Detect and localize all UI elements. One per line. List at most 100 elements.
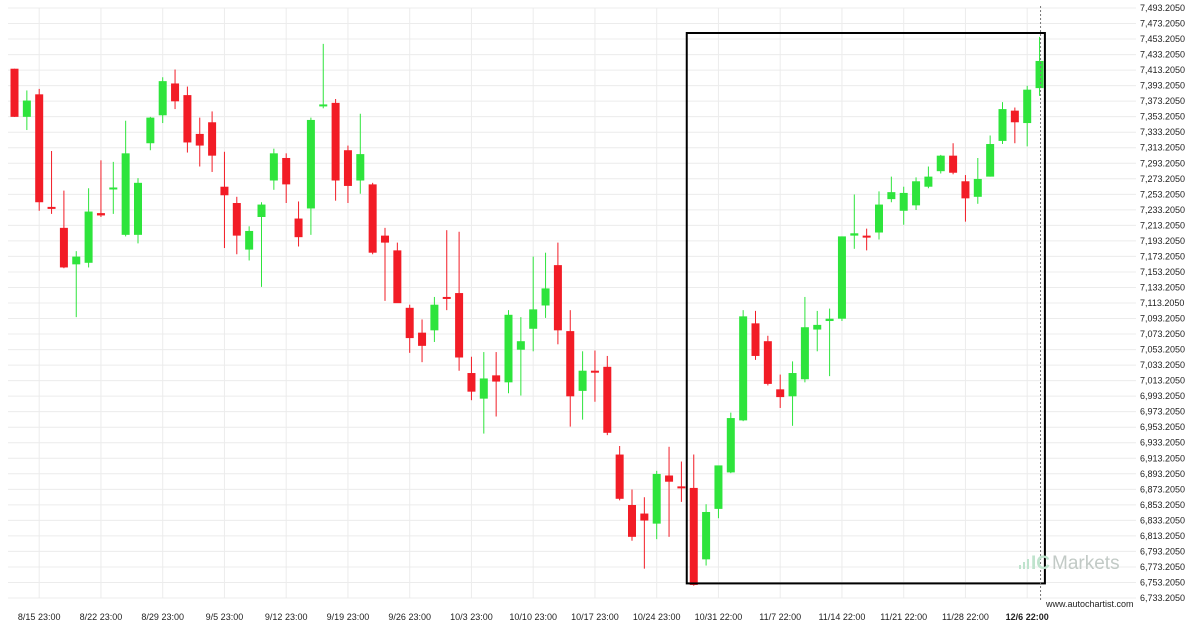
candle xyxy=(788,361,797,426)
candle xyxy=(504,310,513,394)
y-tick-label: 7,193.2050 xyxy=(1140,236,1185,246)
x-tick-label: 9/19 23:00 xyxy=(327,612,370,622)
y-tick-label: 7,313.2050 xyxy=(1140,143,1185,153)
candle xyxy=(467,356,476,401)
candle-body xyxy=(603,366,612,433)
candle xyxy=(72,251,81,318)
candle-body xyxy=(232,203,241,236)
candle-body xyxy=(319,104,328,107)
candle xyxy=(381,227,389,301)
candle xyxy=(714,465,723,519)
candle xyxy=(418,319,427,363)
x-tick-label: 10/17 23:00 xyxy=(571,612,619,622)
y-tick-label: 7,033.2050 xyxy=(1140,360,1185,370)
candle-body xyxy=(430,304,439,331)
candle-body xyxy=(837,236,846,319)
candle-body xyxy=(245,230,254,250)
candle xyxy=(96,160,105,217)
x-tick-label: 9/26 23:00 xyxy=(388,612,431,622)
candle-body xyxy=(10,68,19,117)
candle-body xyxy=(1035,60,1044,89)
candle-body xyxy=(59,227,68,268)
candle-body xyxy=(590,370,599,373)
candle-body xyxy=(800,327,809,380)
candle xyxy=(171,69,180,110)
candle xyxy=(232,196,241,255)
candle-body xyxy=(84,211,93,263)
y-tick-label: 6,733.2050 xyxy=(1140,593,1185,603)
candle xyxy=(10,68,19,117)
candle xyxy=(875,191,883,240)
candle-body xyxy=(825,318,834,322)
candle-body xyxy=(96,213,105,216)
candle xyxy=(146,116,155,151)
candle xyxy=(986,135,995,177)
candle-body xyxy=(751,323,760,356)
candle xyxy=(442,230,451,311)
candle xyxy=(455,231,464,371)
candle-body xyxy=(479,378,488,399)
candle-body xyxy=(862,235,871,238)
candle xyxy=(739,310,748,422)
candle xyxy=(677,461,686,502)
candles xyxy=(10,36,1044,586)
y-tick-label: 7,293.2050 xyxy=(1140,158,1185,168)
candle-body xyxy=(381,235,389,243)
candle xyxy=(282,153,291,204)
candle-body xyxy=(418,332,427,346)
candle xyxy=(566,310,575,427)
candle xyxy=(134,178,142,244)
candle-body xyxy=(1023,89,1032,124)
candle-body xyxy=(529,309,538,329)
y-tick-label: 7,453.2050 xyxy=(1140,34,1185,44)
x-tick-label: 9/5 23:00 xyxy=(206,612,244,622)
y-tick-label: 6,793.2050 xyxy=(1140,546,1185,556)
candle xyxy=(109,161,118,214)
candle-body xyxy=(356,154,365,181)
candle-body xyxy=(294,218,303,238)
y-tick-label: 6,873.2050 xyxy=(1140,484,1185,494)
source-url: www.autochartist.com xyxy=(1045,599,1134,609)
candle-body xyxy=(35,94,44,203)
candle-body xyxy=(578,370,587,391)
candle xyxy=(84,188,93,268)
candle xyxy=(208,111,217,172)
y-tick-label: 7,253.2050 xyxy=(1140,189,1185,199)
x-tick-label: 11/21 22:00 xyxy=(880,612,927,622)
candle-body xyxy=(652,473,661,524)
candle xyxy=(578,351,587,420)
candle-body xyxy=(986,144,995,177)
candle-body xyxy=(282,157,291,185)
candle xyxy=(800,296,809,383)
x-tick-label: 10/31 22:00 xyxy=(695,612,743,622)
candle-body xyxy=(640,513,649,521)
y-tick-label: 7,213.2050 xyxy=(1140,220,1185,230)
x-tick-label: 10/10 23:00 xyxy=(509,612,557,622)
candle xyxy=(936,154,945,174)
candle xyxy=(590,350,599,402)
candle-body xyxy=(726,418,735,473)
candle xyxy=(640,497,649,569)
x-tick-label: 11/28 22:00 xyxy=(942,612,989,622)
candle-body xyxy=(850,233,859,236)
candle xyxy=(121,120,130,237)
candle-body xyxy=(516,341,525,350)
candle xyxy=(306,117,315,235)
candle xyxy=(35,88,44,211)
y-tick-label: 7,273.2050 xyxy=(1140,174,1185,184)
candle-body xyxy=(714,465,723,509)
candle xyxy=(850,194,859,249)
y-tick-label: 7,133.2050 xyxy=(1140,282,1185,292)
candle-body xyxy=(689,487,698,585)
watermark: IC Markets xyxy=(1019,553,1120,574)
candle xyxy=(319,43,328,109)
candle-body xyxy=(973,178,982,197)
candle xyxy=(949,143,958,175)
candle-body xyxy=(504,314,513,383)
candle-body xyxy=(257,204,266,217)
y-tick-label: 7,353.2050 xyxy=(1140,112,1185,122)
y-tick-label: 6,973.2050 xyxy=(1140,407,1185,417)
y-tick-label: 7,473.2050 xyxy=(1140,19,1185,29)
candle-body xyxy=(269,153,278,181)
